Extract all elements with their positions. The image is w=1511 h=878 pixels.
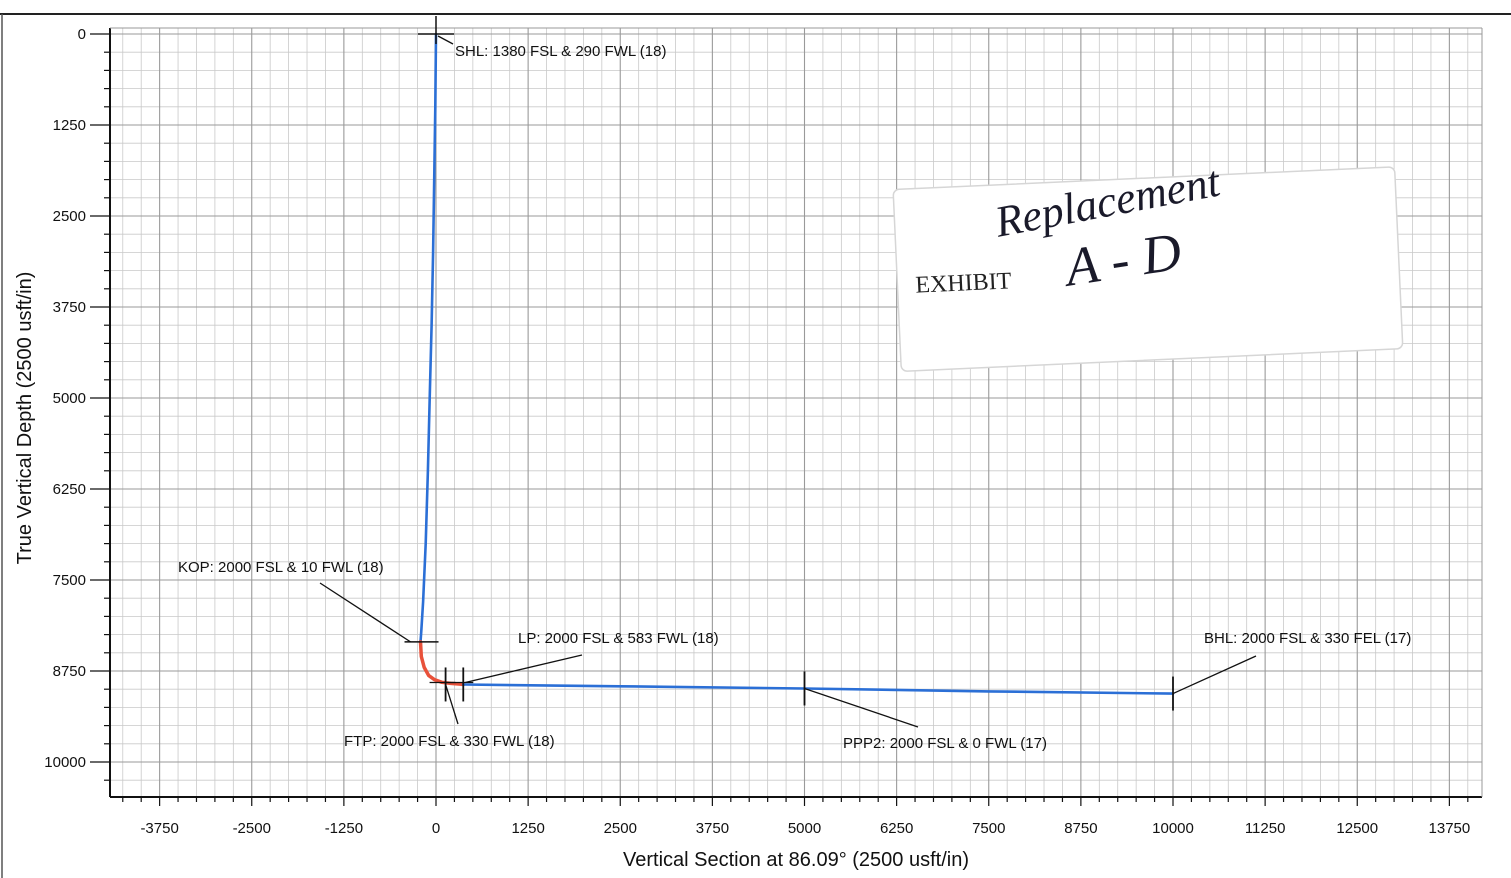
x-tick-label: -3750	[140, 820, 178, 837]
annotation-leader-line	[319, 582, 411, 643]
x-tick-label: -1250	[325, 820, 363, 837]
x-tick-label: -2500	[233, 820, 271, 837]
exhibit-label: EXHIBIT	[915, 268, 1012, 298]
x-tick-label: 1250	[511, 820, 544, 837]
y-tick-label: 8750	[53, 663, 86, 680]
lp-annotation: LP: 2000 FSL & 583 FWL (18)	[465, 630, 719, 684]
y-tick-label: 1250	[53, 117, 86, 134]
x-tick-label: 12500	[1336, 820, 1378, 837]
annotation-label: FTP: 2000 FSL & 330 FWL (18)	[344, 733, 555, 750]
y-tick-label: 3750	[53, 299, 86, 316]
x-tick-label: 2500	[604, 820, 637, 837]
x-tick-label: 8750	[1064, 820, 1097, 837]
kop-annotation: KOP: 2000 FSL & 10 FWL (18)	[178, 559, 411, 643]
shl-marker	[418, 16, 454, 44]
y-axis-title: True Vertical Depth (2500 usft/in)	[14, 272, 36, 565]
annotation-label: BHL: 2000 FSL & 330 FEL (17)	[1204, 630, 1411, 647]
x-axis-title: Vertical Section at 86.09° (2500 usft/in…	[623, 849, 969, 871]
y-axis-ticks: 0 1250 2500 3750 5000 6250 7500 8750 10000	[44, 26, 110, 781]
x-tick-label: 5000	[788, 820, 821, 837]
y-tick-label: 10000	[44, 754, 86, 771]
annotation-leader-line	[437, 35, 454, 45]
x-tick-label: 10000	[1152, 820, 1194, 837]
x-tick-label: 7500	[972, 820, 1005, 837]
minor-grid	[110, 28, 1482, 797]
x-tick-label: 11250	[1245, 820, 1286, 837]
ftp-annotation: FTP: 2000 FSL & 330 FWL (18)	[344, 684, 555, 750]
shl-annotation: SHL: 1380 FSL & 290 FWL (18)	[437, 35, 667, 60]
y-tick-label: 6250	[53, 481, 86, 498]
annotation-label: PPP2: 2000 FSL & 0 FWL (17)	[843, 735, 1047, 752]
series-line-2	[418, 640, 466, 687]
y-tick-label: 2500	[53, 208, 86, 225]
annotation-leader-line	[804, 687, 919, 728]
y-tick-label: 7500	[53, 572, 86, 589]
annotation-label: KOP: 2000 FSL & 10 FWL (18)	[178, 559, 384, 576]
x-tick-label: 3750	[696, 820, 729, 837]
annotation-leader-line	[465, 654, 583, 684]
annotation-leader-line	[444, 684, 459, 725]
ppp2-annotation: PPP2: 2000 FSL & 0 FWL (17)	[804, 687, 1047, 752]
x-tick-label: 0	[432, 820, 440, 837]
axes	[109, 27, 1483, 798]
series-line-1	[419, 32, 438, 644]
y-tick-label: 0	[78, 26, 86, 43]
x-tick-label: 6250	[880, 820, 913, 837]
x-tick-label: 13750	[1429, 820, 1471, 837]
annotations-layer: SHL: 1380 FSL & 290 FWL (18) KOP: 2000 FS…	[178, 35, 1411, 752]
bhl-annotation: BHL: 2000 FSL & 330 FEL (17)	[1172, 630, 1411, 695]
x-axis-ticks: -3750 -2500 -1250 0 1250 2500 3750 5000 6250 7500…	[122, 797, 1471, 837]
y-tick-label: 5000	[53, 390, 86, 407]
annotation-label: SHL: 1380 FSL & 290 FWL (18)	[455, 43, 667, 60]
exhibit-stamp-paper	[892, 166, 1404, 372]
annotation-label: LP: 2000 FSL & 583 FWL (18)	[518, 630, 719, 647]
annotation-leader-line	[1172, 655, 1257, 695]
